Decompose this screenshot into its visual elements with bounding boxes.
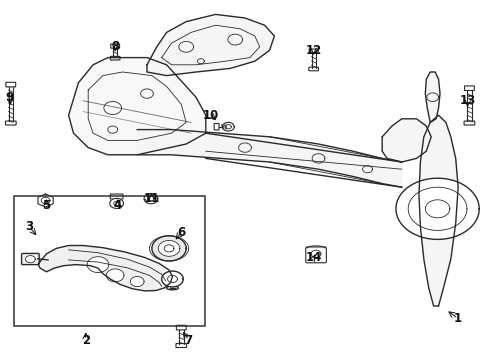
Polygon shape [25, 256, 35, 263]
Text: 4: 4 [114, 199, 122, 212]
Polygon shape [425, 72, 440, 122]
Polygon shape [152, 236, 186, 261]
Text: 10: 10 [202, 109, 219, 122]
Text: 3: 3 [25, 220, 33, 233]
FancyBboxPatch shape [465, 86, 474, 90]
Text: 2: 2 [82, 334, 90, 347]
FancyBboxPatch shape [214, 123, 219, 130]
Text: 12: 12 [305, 44, 322, 57]
Polygon shape [110, 198, 123, 208]
Polygon shape [38, 194, 53, 207]
FancyBboxPatch shape [110, 194, 123, 199]
Text: 6: 6 [177, 226, 185, 239]
FancyBboxPatch shape [176, 343, 187, 347]
Bar [14, 196, 205, 326]
FancyBboxPatch shape [306, 247, 326, 263]
Polygon shape [162, 271, 183, 287]
FancyBboxPatch shape [309, 67, 318, 71]
Polygon shape [106, 269, 124, 282]
FancyBboxPatch shape [176, 325, 186, 330]
Polygon shape [130, 276, 144, 287]
Polygon shape [222, 122, 234, 131]
FancyBboxPatch shape [6, 82, 16, 87]
Polygon shape [137, 130, 402, 187]
FancyBboxPatch shape [111, 44, 120, 48]
Polygon shape [69, 58, 206, 155]
FancyBboxPatch shape [110, 57, 120, 60]
Text: 5: 5 [43, 199, 50, 212]
Text: 8: 8 [111, 40, 119, 53]
Text: 1: 1 [454, 312, 462, 325]
FancyBboxPatch shape [309, 49, 318, 53]
Text: 14: 14 [305, 251, 322, 264]
Polygon shape [382, 119, 431, 162]
Text: 11: 11 [144, 192, 160, 204]
Polygon shape [87, 257, 109, 273]
Polygon shape [158, 240, 180, 256]
FancyBboxPatch shape [5, 121, 16, 125]
Polygon shape [144, 194, 158, 204]
FancyBboxPatch shape [464, 121, 475, 125]
Polygon shape [419, 115, 458, 306]
Text: 13: 13 [460, 94, 476, 107]
Polygon shape [38, 246, 172, 291]
Text: 9: 9 [6, 91, 14, 104]
FancyBboxPatch shape [22, 253, 39, 265]
Text: 7: 7 [185, 334, 193, 347]
Polygon shape [147, 14, 274, 76]
Polygon shape [396, 178, 479, 239]
